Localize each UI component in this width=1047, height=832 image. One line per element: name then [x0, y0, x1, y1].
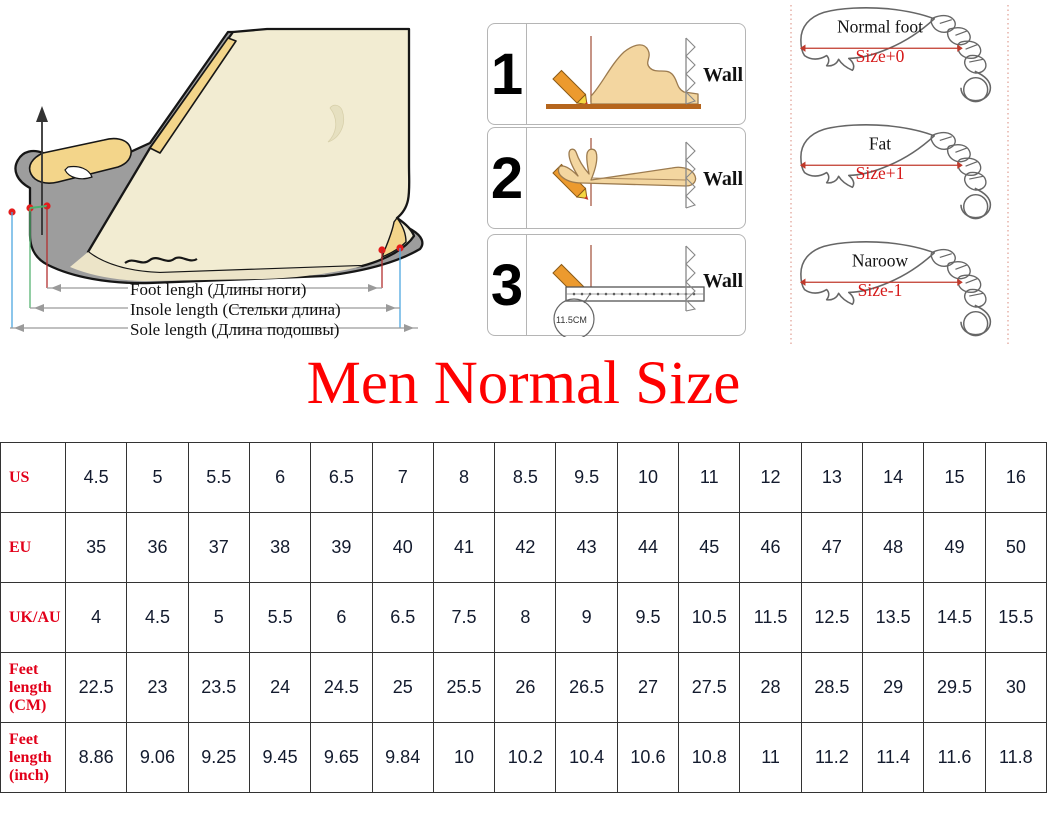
- svg-text:Normal foot: Normal foot: [837, 17, 923, 37]
- svg-text:11.5CM: 11.5CM: [556, 315, 587, 325]
- svg-text:Size+0: Size+0: [856, 46, 905, 66]
- svg-text:Naroow: Naroow: [852, 251, 909, 271]
- svg-text:Fat: Fat: [869, 134, 891, 154]
- svg-text:Size-1: Size-1: [858, 280, 903, 300]
- svg-text:Size+1: Size+1: [856, 163, 905, 183]
- svg-text:Wall: Wall: [703, 64, 743, 86]
- svg-text:Wall: Wall: [703, 168, 743, 190]
- svg-text:Wall: Wall: [703, 270, 743, 292]
